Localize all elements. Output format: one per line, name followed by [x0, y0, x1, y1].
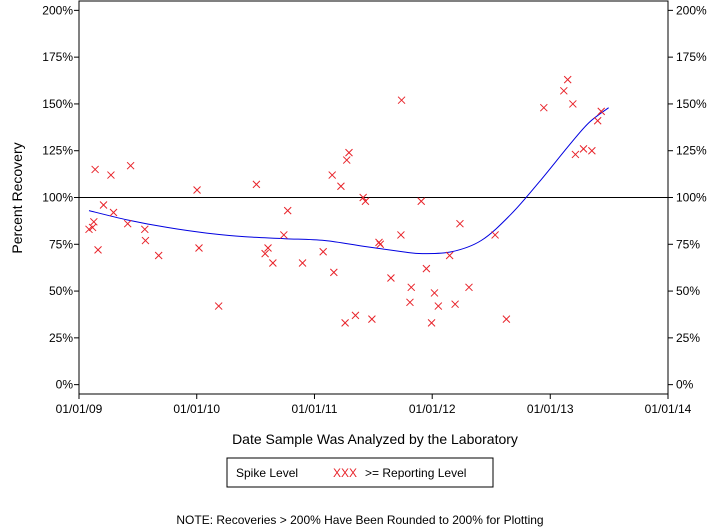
- y-tick-label-right: 25%: [676, 331, 700, 345]
- x-tick-label: 01/01/09: [56, 402, 103, 416]
- data-point: [279, 231, 288, 239]
- y-tick-label-right: 0%: [676, 378, 694, 392]
- data-point: [361, 197, 370, 206]
- data-point: [491, 231, 499, 239]
- y-axis-left: 0% 25% 50% 75% 100% 125% 150% 175% 200%: [42, 3, 79, 392]
- data-point: [539, 103, 548, 112]
- data-point: [341, 319, 349, 327]
- data-point: [593, 116, 602, 125]
- data-point: [94, 246, 102, 254]
- data-point: [329, 268, 338, 277]
- data-point: [397, 231, 405, 239]
- legend-item-reporting-level: >= Reporting Level: [365, 466, 466, 480]
- data-point: [140, 225, 149, 234]
- data-point: [109, 208, 118, 217]
- data-point: [434, 302, 443, 310]
- data-point: [406, 298, 414, 307]
- data-point: [99, 201, 108, 209]
- data-point: [417, 197, 426, 206]
- data-point: [502, 315, 511, 323]
- data-point: [563, 75, 572, 84]
- data-point: [123, 219, 132, 228]
- data-point: [422, 264, 431, 273]
- y-tick-label-right: 100%: [676, 191, 707, 205]
- data-point: [319, 247, 328, 256]
- data-point: [283, 206, 292, 215]
- y-tick-label-right: 75%: [676, 237, 700, 251]
- data-points: [85, 75, 606, 327]
- y-tick-label-right: 125%: [676, 144, 707, 158]
- y-tick-label-right: 200%: [676, 3, 707, 17]
- x-tick-label: 01/01/12: [409, 402, 456, 416]
- data-point: [376, 240, 385, 249]
- data-point: [451, 300, 459, 309]
- x-tick-label: 01/01/10: [173, 402, 220, 416]
- data-point: [445, 251, 454, 260]
- data-point: [579, 144, 588, 153]
- trend-line: [88, 107, 609, 255]
- footnote: NOTE: Recoveries > 200% Have Been Rounde…: [176, 513, 543, 527]
- data-point: [337, 182, 345, 191]
- data-point: [126, 161, 135, 170]
- data-point: [351, 311, 360, 320]
- y-axis-right: 0% 25% 50% 75% 100% 125% 150% 175% 200%: [668, 3, 707, 392]
- data-point: [597, 107, 606, 116]
- data-point: [89, 217, 98, 226]
- legend-marker-xxx: XXX: [333, 466, 357, 480]
- data-point: [298, 259, 307, 267]
- data-point: [85, 225, 93, 234]
- y-tick-label-left: 25%: [49, 331, 73, 345]
- data-point: [328, 171, 337, 179]
- y-axis-title: Percent Recovery: [9, 142, 25, 253]
- y-tick-label-right: 50%: [676, 284, 700, 298]
- x-tick-label: 01/01/13: [527, 402, 574, 416]
- data-point: [193, 186, 201, 194]
- data-point: [568, 100, 577, 108]
- data-point: [91, 165, 99, 174]
- data-point: [359, 193, 368, 202]
- data-point: [465, 283, 473, 292]
- data-point: [269, 259, 277, 267]
- data-point: [264, 244, 272, 252]
- data-point: [427, 319, 436, 327]
- y-tick-label-left: 50%: [49, 284, 73, 298]
- data-point: [345, 148, 353, 157]
- y-tick-label-left: 150%: [42, 97, 73, 111]
- legend: Spike Level XXX >= Reporting Level: [226, 457, 494, 488]
- data-point: [261, 249, 269, 258]
- x-axis-title: Date Sample Was Analyzed by the Laborato…: [232, 431, 518, 447]
- y-tick-label-right: 175%: [676, 50, 707, 64]
- x-tick-label: 01/01/14: [645, 402, 692, 416]
- data-point: [571, 150, 580, 159]
- data-point: [559, 86, 568, 95]
- data-point: [430, 289, 439, 297]
- data-point: [195, 244, 203, 252]
- x-tick-label: 01/01/11: [292, 402, 338, 416]
- y-tick-label-left: 0%: [56, 378, 74, 392]
- data-point: [252, 180, 261, 189]
- legend-box: [226, 457, 494, 488]
- y-tick-label-left: 200%: [42, 3, 73, 17]
- data-point: [387, 274, 395, 282]
- data-point: [141, 236, 150, 245]
- data-point: [407, 283, 416, 292]
- data-point: [154, 251, 163, 260]
- data-point: [214, 302, 223, 310]
- y-tick-label-right: 150%: [676, 97, 707, 111]
- y-tick-label-left: 175%: [42, 50, 73, 64]
- legend-item-spike-level: Spike Level: [236, 466, 298, 480]
- x-axis: 01/01/09 01/01/10 01/01/11 01/01/12 01/01/13…: [56, 394, 692, 416]
- data-point: [456, 219, 464, 228]
- y-tick-label-left: 100%: [42, 191, 73, 205]
- data-point: [397, 96, 406, 105]
- y-tick-label-left: 75%: [49, 237, 73, 251]
- data-point: [342, 156, 351, 164]
- data-point: [588, 146, 596, 155]
- data-point: [107, 171, 115, 179]
- data-point: [368, 315, 376, 323]
- y-tick-label-left: 125%: [42, 144, 73, 158]
